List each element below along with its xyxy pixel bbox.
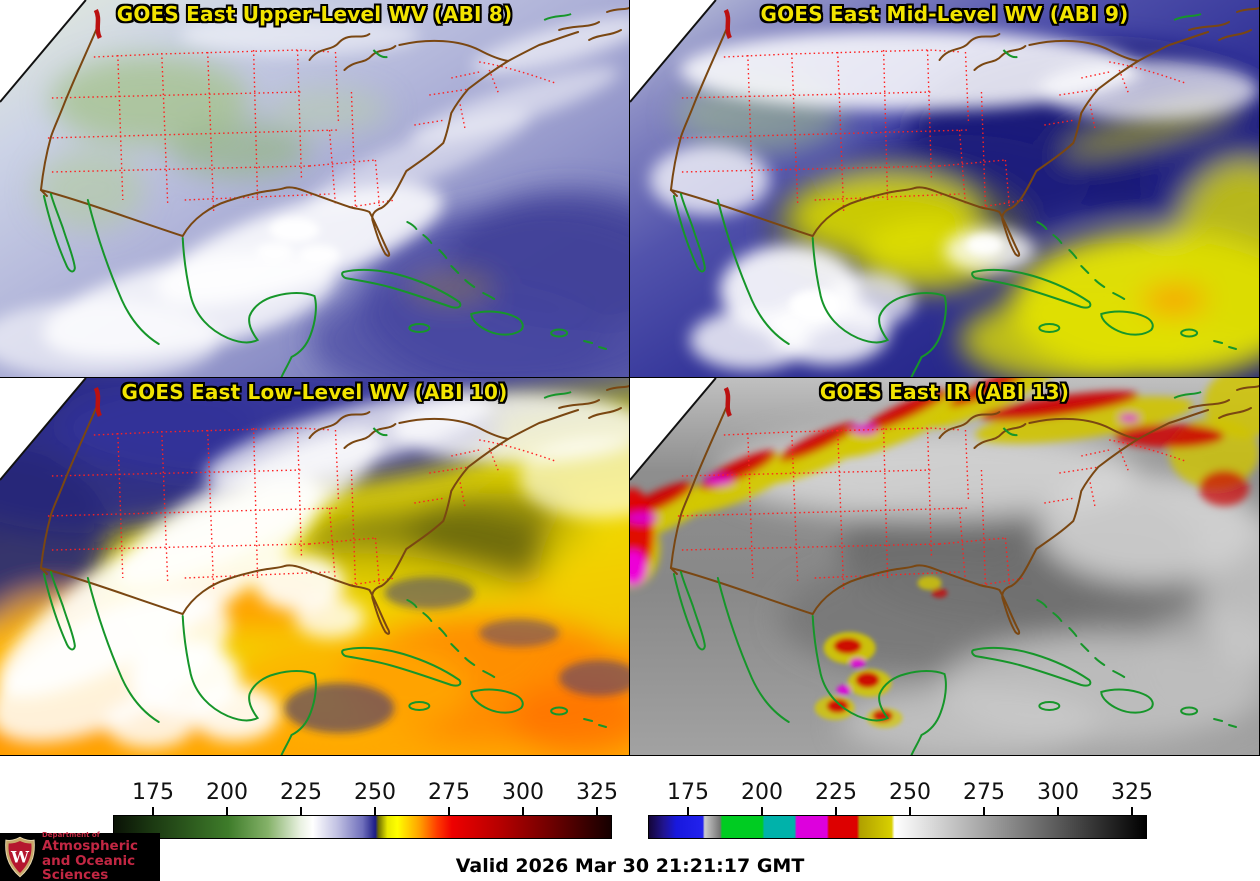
- tick-label: 225: [815, 780, 857, 805]
- tick-label: 225: [280, 780, 322, 805]
- tick-mark: [983, 807, 985, 815]
- tick-mark: [448, 807, 450, 815]
- tick-mark: [522, 807, 524, 815]
- tick-mark: [1057, 807, 1059, 815]
- tick-label: 325: [1111, 780, 1153, 805]
- tick-label: 250: [354, 780, 396, 805]
- tick-label: 300: [1037, 780, 1079, 805]
- panel-title: GOES East IR (ABI 13): [819, 380, 1070, 404]
- ir-colorbar: [648, 815, 1147, 839]
- tick-mark: [687, 807, 689, 815]
- panel-title: GOES East Upper-Level WV (ABI 8): [116, 2, 513, 26]
- panel-ir: GOES East IR (ABI 13): [630, 378, 1260, 756]
- mid-level-wv-image: [630, 0, 1259, 377]
- upper-level-wv-image: [0, 0, 629, 377]
- tick-mark: [1131, 807, 1133, 815]
- tick-label: 275: [963, 780, 1005, 805]
- panel-title: GOES East Low-Level WV (ABI 10): [121, 380, 508, 404]
- logo-line-2: and Oceanic Sciences: [42, 852, 136, 881]
- panel-upper-level-wv: GOES East Upper-Level WV (ABI 8): [0, 0, 630, 378]
- tick-label: 200: [741, 780, 783, 805]
- panel-mid-level-wv: GOES East Mid-Level WV (ABI 9): [630, 0, 1260, 378]
- aos-logo: W Department of Atmospheric and Oceanic …: [0, 831, 160, 881]
- tick-mark: [152, 807, 154, 815]
- tick-label: 200: [206, 780, 248, 805]
- footer: 175 200 225 250 275 300 325 175 200 225 …: [0, 756, 1260, 881]
- panel-low-level-wv: GOES East Low-Level WV (ABI 10): [0, 378, 630, 756]
- valid-timestamp: Valid 2026 Mar 30 21:21:17 GMT: [455, 855, 805, 877]
- tick-mark: [300, 807, 302, 815]
- logo-line-1: Atmospheric: [42, 838, 138, 855]
- tick-label: 325: [576, 780, 618, 805]
- tick-mark: [909, 807, 911, 815]
- panel-grid: GOES East Upper-Level WV (ABI 8): [0, 0, 1260, 756]
- tick-mark: [835, 807, 837, 815]
- tick-mark: [596, 807, 598, 815]
- panel-title: GOES East Mid-Level WV (ABI 9): [760, 2, 1129, 26]
- tick-label: 175: [667, 780, 709, 805]
- tick-mark: [226, 807, 228, 815]
- ir-image: [630, 378, 1259, 755]
- tick-label: 250: [889, 780, 931, 805]
- tick-mark: [761, 807, 763, 815]
- low-level-wv-image: [0, 378, 629, 755]
- wv-colorbar: [113, 815, 612, 839]
- tick-mark: [374, 807, 376, 815]
- crest-monogram: W: [10, 848, 30, 867]
- tick-label: 175: [132, 780, 174, 805]
- tick-label: 300: [502, 780, 544, 805]
- uw-crest-icon: W: [5, 836, 35, 878]
- logo-dept-line: Department of: [42, 831, 100, 840]
- logo-text: Department of Atmospheric and Oceanic Sc…: [42, 831, 160, 881]
- tick-label: 275: [428, 780, 470, 805]
